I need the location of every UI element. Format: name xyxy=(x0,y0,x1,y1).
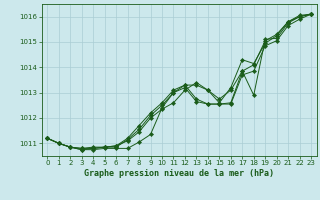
X-axis label: Graphe pression niveau de la mer (hPa): Graphe pression niveau de la mer (hPa) xyxy=(84,169,274,178)
